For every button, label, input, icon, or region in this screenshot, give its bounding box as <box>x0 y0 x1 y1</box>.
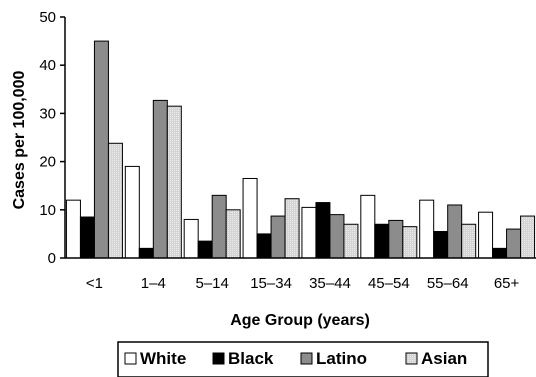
bar-black <box>374 223 390 259</box>
x-tick-label: 15–34 <box>250 275 292 292</box>
y-tick-label: 20 <box>39 154 56 171</box>
legend-swatch-asian <box>405 352 418 365</box>
bar-black <box>315 202 331 259</box>
bar-latino <box>152 99 168 259</box>
legend-swatch-latino <box>300 352 313 365</box>
bar-white <box>65 199 81 259</box>
bar-asian <box>284 198 300 259</box>
legend-swatch-white <box>124 352 137 365</box>
bar-latino <box>506 228 522 259</box>
bar-asian <box>461 223 477 259</box>
bar-white <box>419 199 435 259</box>
y-tick-label: 0 <box>48 250 56 267</box>
legend-label-asian: Asian <box>421 349 467 368</box>
bar-latino <box>388 219 404 259</box>
x-tick-label: 5–14 <box>196 275 229 292</box>
x-tick-label: 35–44 <box>309 275 351 292</box>
bar-asian <box>520 215 536 259</box>
y-axis-title: Cases per 100,000 <box>11 71 28 210</box>
x-tick-label: <1 <box>86 275 103 292</box>
legend: White Black Latino Asian <box>117 341 489 377</box>
x-axis-title: Age Group (years) <box>230 312 370 329</box>
y-tick-label: 50 <box>39 9 56 26</box>
bar-white <box>124 165 140 259</box>
bar-black <box>197 240 213 259</box>
bar-white <box>242 177 258 259</box>
bar-white <box>301 206 317 259</box>
bar-white <box>183 218 199 259</box>
bar-black <box>138 247 154 259</box>
bar-black <box>256 233 272 259</box>
bar-latino <box>329 214 345 259</box>
bar-asian <box>166 105 182 259</box>
y-tick-label: 30 <box>39 105 56 122</box>
bar-latino <box>93 40 109 259</box>
y-tick-label: 10 <box>39 202 56 219</box>
x-tick-label: 1–4 <box>141 275 166 292</box>
bar-asian <box>343 223 359 259</box>
legend-label-white: White <box>140 349 186 368</box>
y-tick-label: 40 <box>39 57 56 74</box>
bar-white <box>360 194 376 259</box>
bar-white <box>478 211 494 259</box>
x-tick-label: 55–64 <box>427 275 469 292</box>
bar-asian <box>402 226 418 259</box>
bar-latino <box>270 215 286 259</box>
bar-black <box>433 230 449 259</box>
bar-black <box>79 216 95 259</box>
x-tick-label: 45–54 <box>368 275 410 292</box>
legend-swatch-black <box>212 352 225 365</box>
bar-latino <box>447 204 463 259</box>
plot-area: 0 10 20 30 40 50 <1 1–4 5–14 15–34 35–44 45–54 55–64… <box>39 9 536 292</box>
x-tick-label: 65+ <box>494 275 520 292</box>
bar-black <box>492 247 508 259</box>
bar-asian <box>107 142 123 259</box>
bar-asian <box>225 209 241 259</box>
bar-latino <box>211 194 227 259</box>
legend-label-latino: Latino <box>316 349 367 368</box>
legend-label-black: Black <box>228 349 274 368</box>
